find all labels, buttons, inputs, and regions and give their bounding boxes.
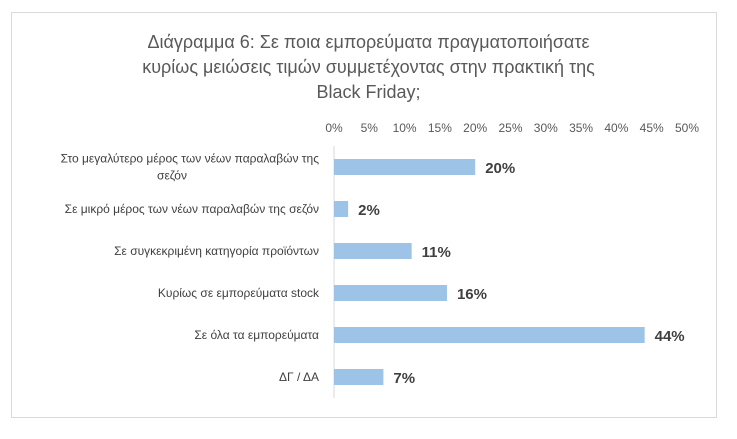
category-label: Σε όλα τα εμπορεύματα	[194, 328, 319, 342]
x-tick-label: 45%	[640, 121, 664, 135]
category-label: Κυρίως σε εμπορεύματα stock	[158, 286, 320, 300]
chart-frame	[11, 12, 717, 418]
x-tick-label: 35%	[569, 121, 593, 135]
x-tick-label: 5%	[361, 121, 379, 135]
chart-title-line-1: Διάγραμμα 6: Σε ποια εμπορεύματα πραγματ…	[147, 32, 590, 52]
chart-title-line-2: κυρίως μειώσεις τιμών συμμετέχοντας στην…	[142, 57, 595, 77]
x-tick-label: 20%	[463, 121, 487, 135]
x-tick-label: 40%	[604, 121, 628, 135]
x-tick-label: 10%	[393, 121, 417, 135]
x-tick-label: 30%	[534, 121, 558, 135]
data-label: 16%	[457, 286, 487, 303]
bar	[334, 201, 349, 217]
x-tick-label: 25%	[498, 121, 522, 135]
data-label: 11%	[422, 244, 451, 261]
x-tick-label: 15%	[428, 121, 452, 135]
chart-title-line-3: Black Friday;	[316, 82, 421, 102]
x-tick-label: 0%	[325, 121, 343, 135]
bar	[334, 243, 412, 259]
data-label: 7%	[393, 370, 415, 387]
bar	[334, 327, 645, 343]
category-label: ΔΓ / ΔΑ	[279, 370, 319, 384]
category-label: Σε μικρό μέρος των νέων παραλαβών της σε…	[65, 202, 319, 216]
category-label: Σε συγκεκριμένη κατηγορία προϊόντων	[114, 244, 319, 258]
data-label: 2%	[358, 202, 380, 219]
category-label: Στο μεγαλύτερο μέρος των νέων παραλαβών …	[61, 152, 320, 183]
bar	[334, 159, 476, 175]
chart-title: Διάγραμμα 6: Σε ποια εμπορεύματα πραγματ…	[0, 30, 737, 105]
bar	[334, 369, 384, 385]
data-label: 44%	[655, 328, 685, 345]
x-tick-label: 50%	[675, 121, 699, 135]
bar	[334, 285, 447, 301]
data-label: 20%	[485, 160, 515, 177]
